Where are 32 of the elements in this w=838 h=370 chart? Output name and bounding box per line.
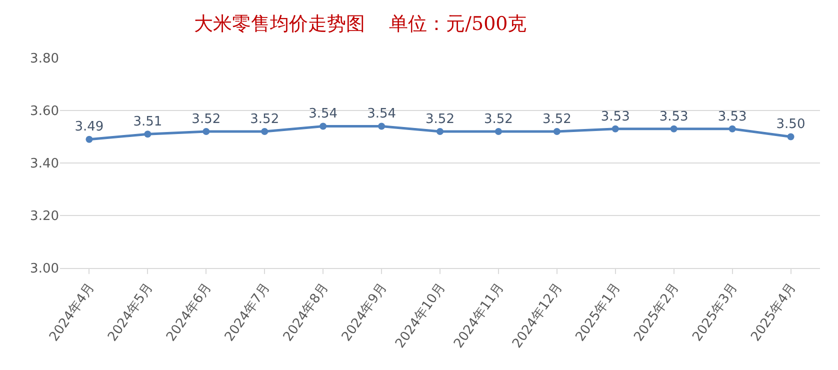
point — [261, 128, 268, 135]
point — [553, 128, 560, 135]
point — [728, 125, 736, 132]
data-label: 3.52 — [484, 112, 513, 127]
data-label: 3.52 — [250, 112, 280, 127]
point — [612, 125, 619, 132]
point — [436, 128, 444, 135]
point — [320, 122, 327, 130]
data-label: 3.50 — [776, 117, 806, 132]
point — [670, 125, 678, 132]
data-label: 3.53 — [600, 109, 630, 124]
data-label: 3.54 — [308, 106, 338, 122]
point — [787, 133, 794, 140]
data-label: 3.52 — [426, 112, 454, 127]
data-label: 3.53 — [659, 109, 688, 124]
point — [494, 128, 502, 135]
point — [202, 128, 210, 135]
y-tick-label: 3.60 — [30, 104, 59, 120]
point — [378, 122, 386, 130]
y-tick-label: 3.80 — [30, 52, 59, 67]
y-tick-label: 3.40 — [30, 156, 59, 172]
point — [86, 136, 93, 143]
y-tick-label: 3.20 — [30, 209, 59, 224]
chart-title: 大米零售均价走势图 单位：元/500克 — [194, 12, 527, 35]
y-tick-label: 3.00 — [30, 262, 59, 277]
data-label: 3.49 — [74, 120, 104, 135]
data-label: 3.52 — [542, 112, 572, 127]
data-label: 3.53 — [718, 109, 747, 124]
point — [144, 130, 152, 138]
data-label: 3.54 — [367, 106, 396, 122]
data-label: 3.51 — [133, 114, 162, 130]
data-label: 3.52 — [192, 112, 221, 127]
